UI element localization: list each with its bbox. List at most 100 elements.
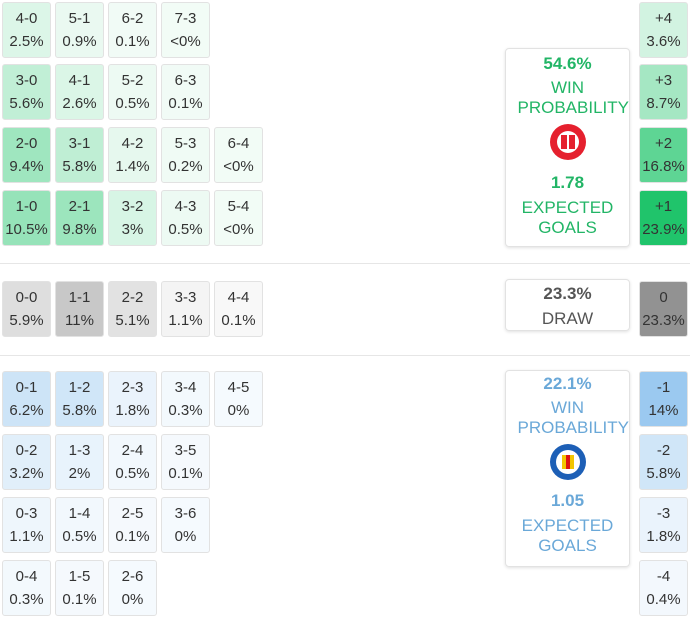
cell-text: 3% xyxy=(121,221,144,238)
score-cell: 1-4 0.5% xyxy=(55,497,104,553)
score-cell: -4 0.4% xyxy=(639,560,688,616)
score-cell: 0-2 3.2% xyxy=(2,434,51,490)
cell-text: 11% xyxy=(65,312,94,329)
cell-text: 3.2% xyxy=(9,465,44,482)
cell-text: 9.8% xyxy=(62,221,97,238)
draw-probability: 23.3% xyxy=(543,284,592,303)
cell-text: 0.1% xyxy=(168,465,203,482)
cell-text: 0.1% xyxy=(115,528,150,545)
cell-text: 6-4 xyxy=(227,135,250,152)
cell-text: 2-4 xyxy=(121,442,144,459)
score-cell: 6-3 0.1% xyxy=(161,64,210,120)
cell-text: +4 xyxy=(654,10,673,27)
cell-text: 0.5% xyxy=(115,95,150,112)
score-cell: 4-0 2.5% xyxy=(2,2,51,58)
cell-text: 5.8% xyxy=(646,465,681,482)
score-cell: -1 14% xyxy=(639,371,688,427)
score-cell: 5-4 <0% xyxy=(214,190,263,246)
score-cell: 2-5 0.1% xyxy=(108,497,157,553)
away-logo xyxy=(549,444,586,480)
cell-text: 3-3 xyxy=(174,289,197,306)
cell-text: 2.6% xyxy=(62,95,97,112)
cell-text: 1.4% xyxy=(115,158,150,175)
cell-text: 3-1 xyxy=(68,135,91,152)
cell-text: 1-3 xyxy=(68,442,91,459)
cell-text: 2-6 xyxy=(121,568,144,585)
score-cell: 1-0 10.5% xyxy=(2,190,51,246)
separator xyxy=(0,263,690,264)
expected-goals: 1.05 xyxy=(550,491,585,510)
cell-text: 2.5% xyxy=(9,33,44,50)
score-cell: 2-0 9.4% xyxy=(2,127,51,183)
cell-text: 0-4 xyxy=(15,568,38,585)
score-cell: 2-4 0.5% xyxy=(108,434,157,490)
cell-text: 0-0 xyxy=(15,289,38,306)
cell-text: 1.8% xyxy=(646,528,681,545)
score-cell: 5-1 0.9% xyxy=(55,2,104,58)
cell-text: 1.1% xyxy=(9,528,44,545)
cell-text: 0-3 xyxy=(15,505,38,522)
cell-text: 10.5% xyxy=(5,221,48,238)
cell-text: 4-4 xyxy=(227,289,250,306)
cell-text: 0.1% xyxy=(168,95,203,112)
cell-text: 3-2 xyxy=(121,198,144,215)
cell-text: 1.8% xyxy=(115,402,150,419)
cell-text: 4-5 xyxy=(227,379,250,396)
score-cell: 2-6 0% xyxy=(108,560,157,616)
score-cell: 0-3 1.1% xyxy=(2,497,51,553)
cell-text: <0% xyxy=(223,221,254,238)
score-cell: 3-2 3% xyxy=(108,190,157,246)
cell-text: 6-2 xyxy=(121,10,144,27)
cell-text: -2 xyxy=(656,442,671,459)
score-cell: 6-4 <0% xyxy=(214,127,263,183)
win-label: WIN PROBABILITY xyxy=(517,398,629,437)
cell-text: 6-3 xyxy=(174,72,197,89)
draw-label: DRAW xyxy=(541,309,594,328)
cell-text: 3-5 xyxy=(174,442,197,459)
cell-text: 5.9% xyxy=(9,312,44,329)
cell-text: 4-1 xyxy=(68,72,91,89)
score-cell: 3-1 5.8% xyxy=(55,127,104,183)
cell-text: 0.1% xyxy=(62,591,97,608)
draw-summary: 23.3% DRAW xyxy=(505,279,630,331)
cell-text: 9.4% xyxy=(9,158,44,175)
score-cell: 4-3 0.5% xyxy=(161,190,210,246)
score-cell: 2-1 9.8% xyxy=(55,190,104,246)
cell-text: 5-3 xyxy=(174,135,197,152)
score-cell: 1-3 2% xyxy=(55,434,104,490)
score-cell: 7-3 <0% xyxy=(161,2,210,58)
cell-text: 0.3% xyxy=(9,591,44,608)
cell-text: -3 xyxy=(656,505,671,522)
separator xyxy=(0,355,690,356)
score-cell: 4-1 2.6% xyxy=(55,64,104,120)
cell-text: 4-0 xyxy=(15,10,38,27)
cell-text: 0.5% xyxy=(168,221,203,238)
score-cell: +2 16.8% xyxy=(639,127,688,183)
score-cell: 3-5 0.1% xyxy=(161,434,210,490)
cell-text: 0.5% xyxy=(62,528,97,545)
cell-text: 2-2 xyxy=(121,289,144,306)
score-cell: 1-2 5.8% xyxy=(55,371,104,427)
cell-text: 0.1% xyxy=(221,312,256,329)
cell-text: 0.9% xyxy=(62,33,97,50)
cell-text: 3.6% xyxy=(646,33,681,50)
expected-goals: 1.78 xyxy=(550,173,585,192)
cell-text: 3-0 xyxy=(15,72,38,89)
score-cell: 3-0 5.6% xyxy=(2,64,51,120)
cell-text: 0% xyxy=(121,591,144,608)
cell-text: 0-2 xyxy=(15,442,38,459)
cell-text: 2-1 xyxy=(68,198,91,215)
cell-text: 1-2 xyxy=(68,379,91,396)
score-cell: 2-3 1.8% xyxy=(108,371,157,427)
cell-text: 1-4 xyxy=(68,505,91,522)
cell-text: 8.7% xyxy=(646,95,681,112)
cell-text: 5-2 xyxy=(121,72,144,89)
cell-text: <0% xyxy=(170,33,201,50)
win-label: WIN PROBABILITY xyxy=(517,78,629,117)
score-cell: +1 23.9% xyxy=(639,190,688,246)
cell-text: 1-1 xyxy=(68,289,91,306)
score-cell: 0 23.3% xyxy=(639,281,688,337)
cell-text: 5-4 xyxy=(227,198,250,215)
score-cell: 5-2 0.5% xyxy=(108,64,157,120)
xg-label: EXPECTED GOALS xyxy=(521,198,614,237)
